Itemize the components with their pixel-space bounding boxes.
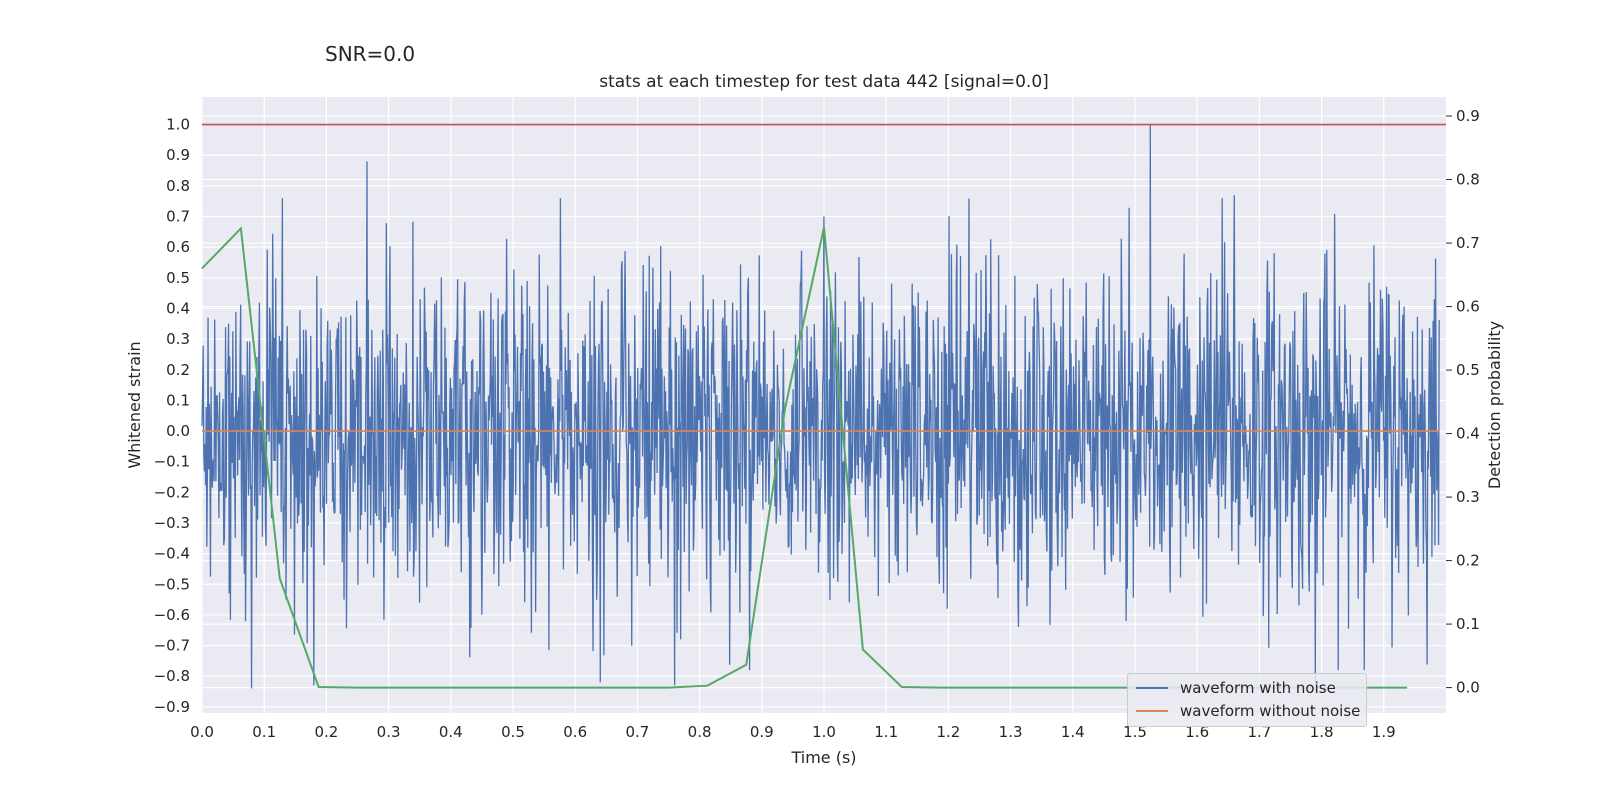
x-tick-label: 1.6 xyxy=(1185,723,1209,741)
x-tick-label: 1.2 xyxy=(936,723,960,741)
y2-tick-label: 0.1 xyxy=(1456,615,1480,633)
series-waveform-with-noise xyxy=(201,124,1440,692)
y2-tick-label: 0.6 xyxy=(1456,298,1480,316)
x-tick-label: 0.1 xyxy=(252,723,276,741)
y-tick-label: 0.3 xyxy=(166,330,190,348)
y-tick-label: 0.5 xyxy=(166,269,190,287)
y2-axis-label: Detection probability xyxy=(1485,321,1504,489)
legend-label-noise: waveform with noise xyxy=(1180,679,1336,697)
y2-tick-label: 0.5 xyxy=(1456,361,1480,379)
x-tick-label: 1.0 xyxy=(812,723,836,741)
x-tick-label: 1.8 xyxy=(1310,723,1334,741)
y-tick-label: −0.3 xyxy=(154,514,190,532)
x-tick-label: 1.7 xyxy=(1247,723,1271,741)
y2-tick-label: 0.4 xyxy=(1456,425,1480,443)
y2-tick-label: 0.3 xyxy=(1456,488,1480,506)
legend-swatch-clean xyxy=(1136,710,1168,712)
x-tick-label: 1.9 xyxy=(1372,723,1396,741)
x-tick-label: 0.5 xyxy=(501,723,525,741)
y-tick-label: 0.9 xyxy=(166,146,190,164)
y-tick-label: 0.4 xyxy=(166,299,190,317)
tick-layer: 0.0 0.1 0.2 0.3 0.4 0.5 0.6 0.7 0.8 0.9 1.0 1.1 1.2 1… xyxy=(154,107,1480,741)
y-tick-label: 0.0 xyxy=(166,422,190,440)
y2-tick-label: 0.8 xyxy=(1456,171,1480,189)
x-tick-label: 0.2 xyxy=(314,723,338,741)
figure-suptitle: SNR=0.0 xyxy=(325,42,416,66)
x-tick-label: 0.4 xyxy=(439,723,463,741)
y2-tick-label: 0.0 xyxy=(1456,679,1480,697)
y-tick-label: 0.7 xyxy=(166,208,190,226)
x-tick-label: 1.1 xyxy=(874,723,898,741)
x-tick-label: 1.4 xyxy=(1061,723,1085,741)
y-tick-label: −0.6 xyxy=(154,606,190,624)
y-tick-label: 0.2 xyxy=(166,361,190,379)
x-tick-label: 0.3 xyxy=(377,723,401,741)
legend-swatch-noise xyxy=(1136,687,1168,689)
y-axis-label: Whitened strain xyxy=(125,341,144,468)
x-tick-label: 0.7 xyxy=(625,723,649,741)
legend-item-noise: waveform with noise xyxy=(1136,678,1336,698)
x-tick-label: 1.5 xyxy=(1123,723,1147,741)
y-tick-label: 0.6 xyxy=(166,238,190,256)
y-tick-label: −0.5 xyxy=(154,575,190,593)
y-tick-label: 0.8 xyxy=(166,177,190,195)
y-tick-label: −0.9 xyxy=(154,698,190,716)
x-tick-label: 0.9 xyxy=(750,723,774,741)
legend-label-clean: waveform without noise xyxy=(1180,702,1361,720)
x-tick-label: 0.6 xyxy=(563,723,587,741)
legend: waveform with noise waveform without noi… xyxy=(1127,673,1367,727)
y-tick-label: −0.7 xyxy=(154,637,190,655)
y2-tick-label: 0.9 xyxy=(1456,107,1480,125)
chart-title: stats at each timestep for test data 442… xyxy=(599,72,1049,92)
y-tick-label: 1.0 xyxy=(166,116,190,134)
x-tick-label: 0.0 xyxy=(190,723,214,741)
y-tick-label: −0.1 xyxy=(154,453,190,471)
y-tick-label: −0.8 xyxy=(154,667,190,685)
x-tick-label: 0.8 xyxy=(688,723,712,741)
y2-tick-label: 0.7 xyxy=(1456,234,1480,252)
y2-tick-label: 0.2 xyxy=(1456,552,1480,570)
y-tick-label: −0.4 xyxy=(154,545,190,563)
x-axis-label: Time (s) xyxy=(790,748,856,767)
y-tick-label: 0.1 xyxy=(166,391,190,409)
x-tick-label: 1.3 xyxy=(999,723,1023,741)
legend-item-clean: waveform without noise xyxy=(1136,701,1360,721)
y-tick-label: −0.2 xyxy=(154,483,190,501)
